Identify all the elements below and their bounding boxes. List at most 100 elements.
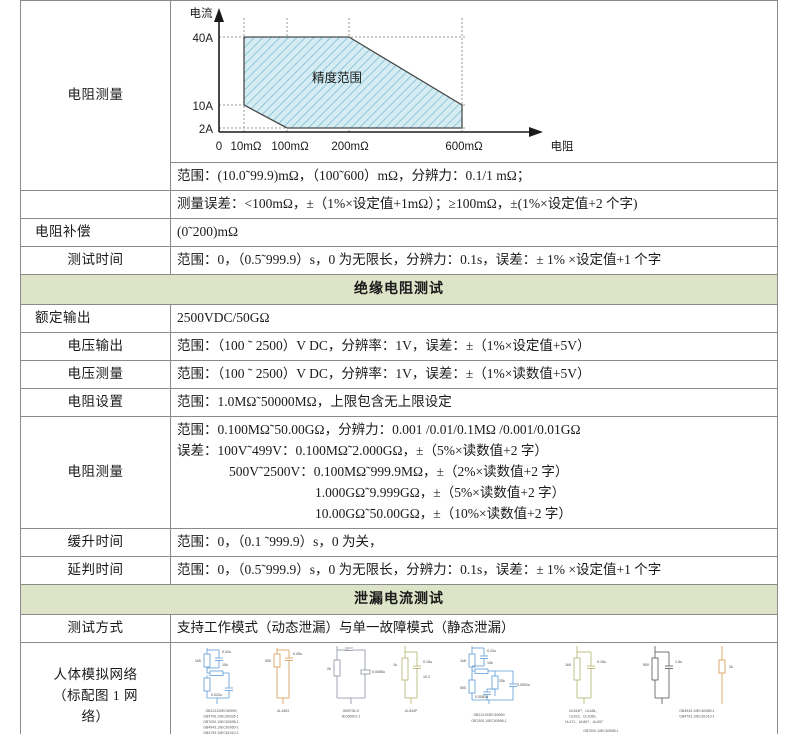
table-row-test-mode: 测试方式 支持工作模式（动态泄漏）与单一故障模式（静态泄漏）: [20, 614, 778, 644]
resistance-setting-value: 范围：1.0MΩ˜50000MΩ，上限包含无上限设定: [170, 388, 778, 418]
table-row-test-time: 测试时间 范围：0，（0.5˜999.9）s，0 为无限长，分辨力：0.1s，误…: [20, 245, 778, 275]
body-network-label-line3: 络）: [81, 708, 110, 724]
network-6-standard-3: GB7000.1/IEC60598-1: [583, 729, 618, 733]
network-1-standard-2: GB7000.1/IEC60598-1: [203, 720, 238, 724]
chart-y-tick-2: 40A: [193, 33, 214, 45]
test-time-value: 范围：0，（0.5˜999.9）s，0 为无限长，分辨力：0.1s，误差：± 1…: [170, 245, 778, 275]
voltage-output-value: 范围：（100 ˜ 2500）V DC，分辨率：1V，误差：±（1%×设定值+5…: [170, 332, 778, 362]
chart-x-tick-3: 200mΩ: [331, 141, 369, 153]
network-2-component-1: 0.45u: [293, 652, 302, 656]
row-label-rated-output: 额定输出: [20, 304, 171, 334]
network-4-component-2: 10.2: [423, 675, 430, 679]
row-label-resistance-setting: 电阻设置: [20, 388, 171, 418]
row-label-test-time: 测试时间: [20, 245, 171, 275]
table-row-resistance-range: 范围：(10.0˜99.9)mΩ，（100˜600）mΩ，分辨力：0.1/1 m…: [21, 162, 778, 191]
network-4-component-1: 0.15u: [423, 660, 432, 664]
chart-x-tick-2: 100mΩ: [271, 141, 309, 153]
network-1-standard-1: GB4706.1/IEC60335-1: [203, 715, 238, 719]
table-row-resistance-compensation: 电阻补偿 (0˜200)mΩ: [20, 217, 778, 247]
insulation-res-line-4: 1.000GΩ˜9.999GΩ，±（5%×读数值+2 字）: [315, 484, 566, 500]
chart-y-axis-label: 电流: [190, 6, 213, 20]
row-label-voltage-output: 电压输出: [20, 332, 171, 362]
resistance-error-value: 测量误差：<100mΩ，±（1%×设定值+1mΩ）；≥100mΩ，±(1%×设定…: [170, 189, 778, 219]
network-1-standard-0: GB12113/IEC60990: [205, 709, 236, 713]
chart-svg: 2A 10A 40A 电流 0 10mΩ 100mΩ 200mΩ 600mΩ 电…: [190, 6, 574, 153]
network-5-component-4: 500: [460, 686, 466, 690]
row-label-resistance-error-blank: [20, 189, 171, 219]
row-label-resistance-compensation: 电阻补偿: [20, 217, 171, 247]
network-5-standard-1: GB7000.1/IEC60598-1: [471, 719, 506, 723]
network-2-circuit: [273, 648, 293, 705]
network-5-component-2: 10k: [487, 661, 493, 665]
chart-region-label: 精度范围: [312, 70, 362, 85]
network-5-component-6: 0.0091u: [517, 683, 530, 687]
chart-y-axis-arrow: [214, 8, 224, 22]
network-4-circuit: [401, 646, 421, 705]
network-3-standard-0: GB9706.1/: [343, 709, 360, 713]
network-3-component-2: 0.0085u: [372, 670, 385, 674]
network-1-component-3: 0.022u: [211, 693, 222, 697]
specification-table: 电阻测量: [20, 0, 778, 734]
network-3-circuit: [333, 646, 371, 705]
network-7-component-1: 1.5u: [675, 660, 682, 664]
chart-x-axis-label: 电阻: [551, 140, 574, 153]
table-row-resistance-error: 测量误差：<100mΩ，±（1%×设定值+1mΩ）；≥100mΩ，±(1%×设定…: [20, 189, 778, 219]
insulation-resistance-measure-value: 范围：0.100MΩ˜50.00GΩ，分辨力：0.001 /0.01/0.1MΩ…: [170, 416, 778, 529]
network-5-component-1: 0.22u: [487, 649, 496, 653]
network-3-standard-1: IEC60601-1: [342, 715, 361, 719]
chart-x-tick-1: 10mΩ: [231, 141, 262, 153]
network-5-standard-0: GB12113/IEC60990: [473, 713, 504, 717]
network-2-standard-0: UL1563: [277, 709, 289, 713]
network-6-component-1: 0.15u: [597, 660, 606, 664]
chart-x-axis-arrow: [529, 127, 543, 137]
table-row-ramp-time: 缓升时间 范围：0，（0.1 ˜999.9）s，0 为关，: [20, 527, 778, 557]
row-label-resistance-measure: 电阻测量: [20, 0, 171, 191]
chart-x-tick-4: 600mΩ: [445, 141, 483, 153]
network-7-standard-0: GB4943.1/IEC60950-1: [679, 709, 714, 713]
insulation-res-line-1: 范围：0.100MΩ˜50.00GΩ，分辨力：0.001 /0.01/0.1MΩ…: [177, 422, 581, 438]
network-7-component-0: 500: [643, 663, 649, 667]
test-mode-value: 支持工作模式（动态泄漏）与单一故障模式（静态泄漏）: [170, 614, 778, 644]
network-4-component-0: 1k: [393, 663, 397, 667]
network-7-component-2: 2k: [729, 665, 733, 669]
network-1-standard-3: GB4943.1/IEC60950-1: [203, 726, 238, 730]
delay-time-value: 范围：0，（0.5˜999.9）s，0 为无限长，分辨力：0.1s，误差：± 1…: [170, 555, 778, 585]
section-header-insulation-title: 绝缘电阻测试: [20, 273, 778, 306]
network-1-component-2: 10k: [222, 663, 228, 667]
table-row-resistance-setting: 电阻设置 范围：1.0MΩ˜50000MΩ，上限包含无上限设定: [20, 388, 778, 418]
network-6-component-0: 1k5: [565, 663, 571, 667]
table-row-resistance-chart: 电阻测量: [20, 0, 778, 191]
chart-x-tick-0: 0: [216, 141, 222, 153]
network-5-component-0: 1k5: [460, 659, 466, 663]
voltage-measure-value: 范围：（100 ˜ 2500）V DC，分辨率：1V，误差：±（1%×读数值+5…: [170, 360, 778, 390]
network-6-standard-0: UL544P、UL484、: [569, 709, 599, 713]
insulation-res-line-2: 误差：100V˜499V：0.100MΩ˜2.000GΩ，±（5%×读数值+2 …: [177, 442, 548, 458]
insulation-res-line-5: 10.00GΩ˜50.00GΩ，±（10%×读数值+2 字）: [315, 505, 572, 521]
table-row-delay-time: 延判时间 范围：0，（0.5˜999.9）s，0 为无限长，分辨力：0.1s，误…: [20, 555, 778, 585]
network-1-component-1: 0.22u: [222, 650, 231, 654]
network-7-standard-1: GB4793.1/IEC61010-1: [679, 715, 714, 719]
network-6-standard-1: UL923、UL1089、: [569, 715, 599, 719]
accuracy-range-chart: 2A 10A 40A 电流 0 10mΩ 100mΩ 200mΩ 600mΩ 电…: [177, 4, 771, 159]
network-1-component-0: 1k5: [195, 659, 201, 663]
network-6-circuit: [573, 646, 595, 705]
table-row-insulation-resistance-measure: 电阻测量 范围：0.100MΩ˜50.00GΩ，分辨力：0.001 /0.01/…: [20, 416, 778, 529]
network-2-component-0: 500: [265, 659, 271, 663]
body-network-label-line2: （标配图 1 网: [53, 687, 138, 703]
ramp-time-value: 范围：0，（0.1 ˜999.9）s，0 为关，: [170, 527, 778, 557]
network-7-circuit: [651, 646, 673, 705]
row-label-ramp-time: 缓升时间: [20, 527, 171, 557]
network-1-standard-4: GB4793.1/IEC61010-1: [203, 731, 238, 734]
table-row-voltage-measure: 电压测量 范围：（100 ˜ 2500）V DC，分辨率：1V，误差：±（1%×…: [20, 360, 778, 390]
table-row-body-network: 人体模拟网络 （标配图 1 网 络）: [20, 642, 778, 734]
network-4-standard-0: UL544P: [405, 709, 418, 713]
insulation-res-line-3: 500V˜2500V：0.100MΩ˜999.9MΩ，±（2%×读数值+2 字）: [229, 463, 569, 479]
row-label-delay-time: 延判时间: [20, 555, 171, 585]
body-network-diagrams-cell: 1k5 0.22u 10k 0.022u GB12113/IEC60990 GB…: [170, 642, 778, 734]
table-row-rated-output: 额定输出 2500VDC/50GΩ: [20, 304, 778, 334]
section-header-leakage-title: 泄漏电流测试: [20, 583, 778, 616]
rated-output-value: 2500VDC/50GΩ: [170, 304, 778, 334]
row-label-body-network: 人体模拟网络 （标配图 1 网 络）: [20, 642, 171, 734]
resistance-compensation-value: (0˜200)mΩ: [170, 217, 778, 247]
